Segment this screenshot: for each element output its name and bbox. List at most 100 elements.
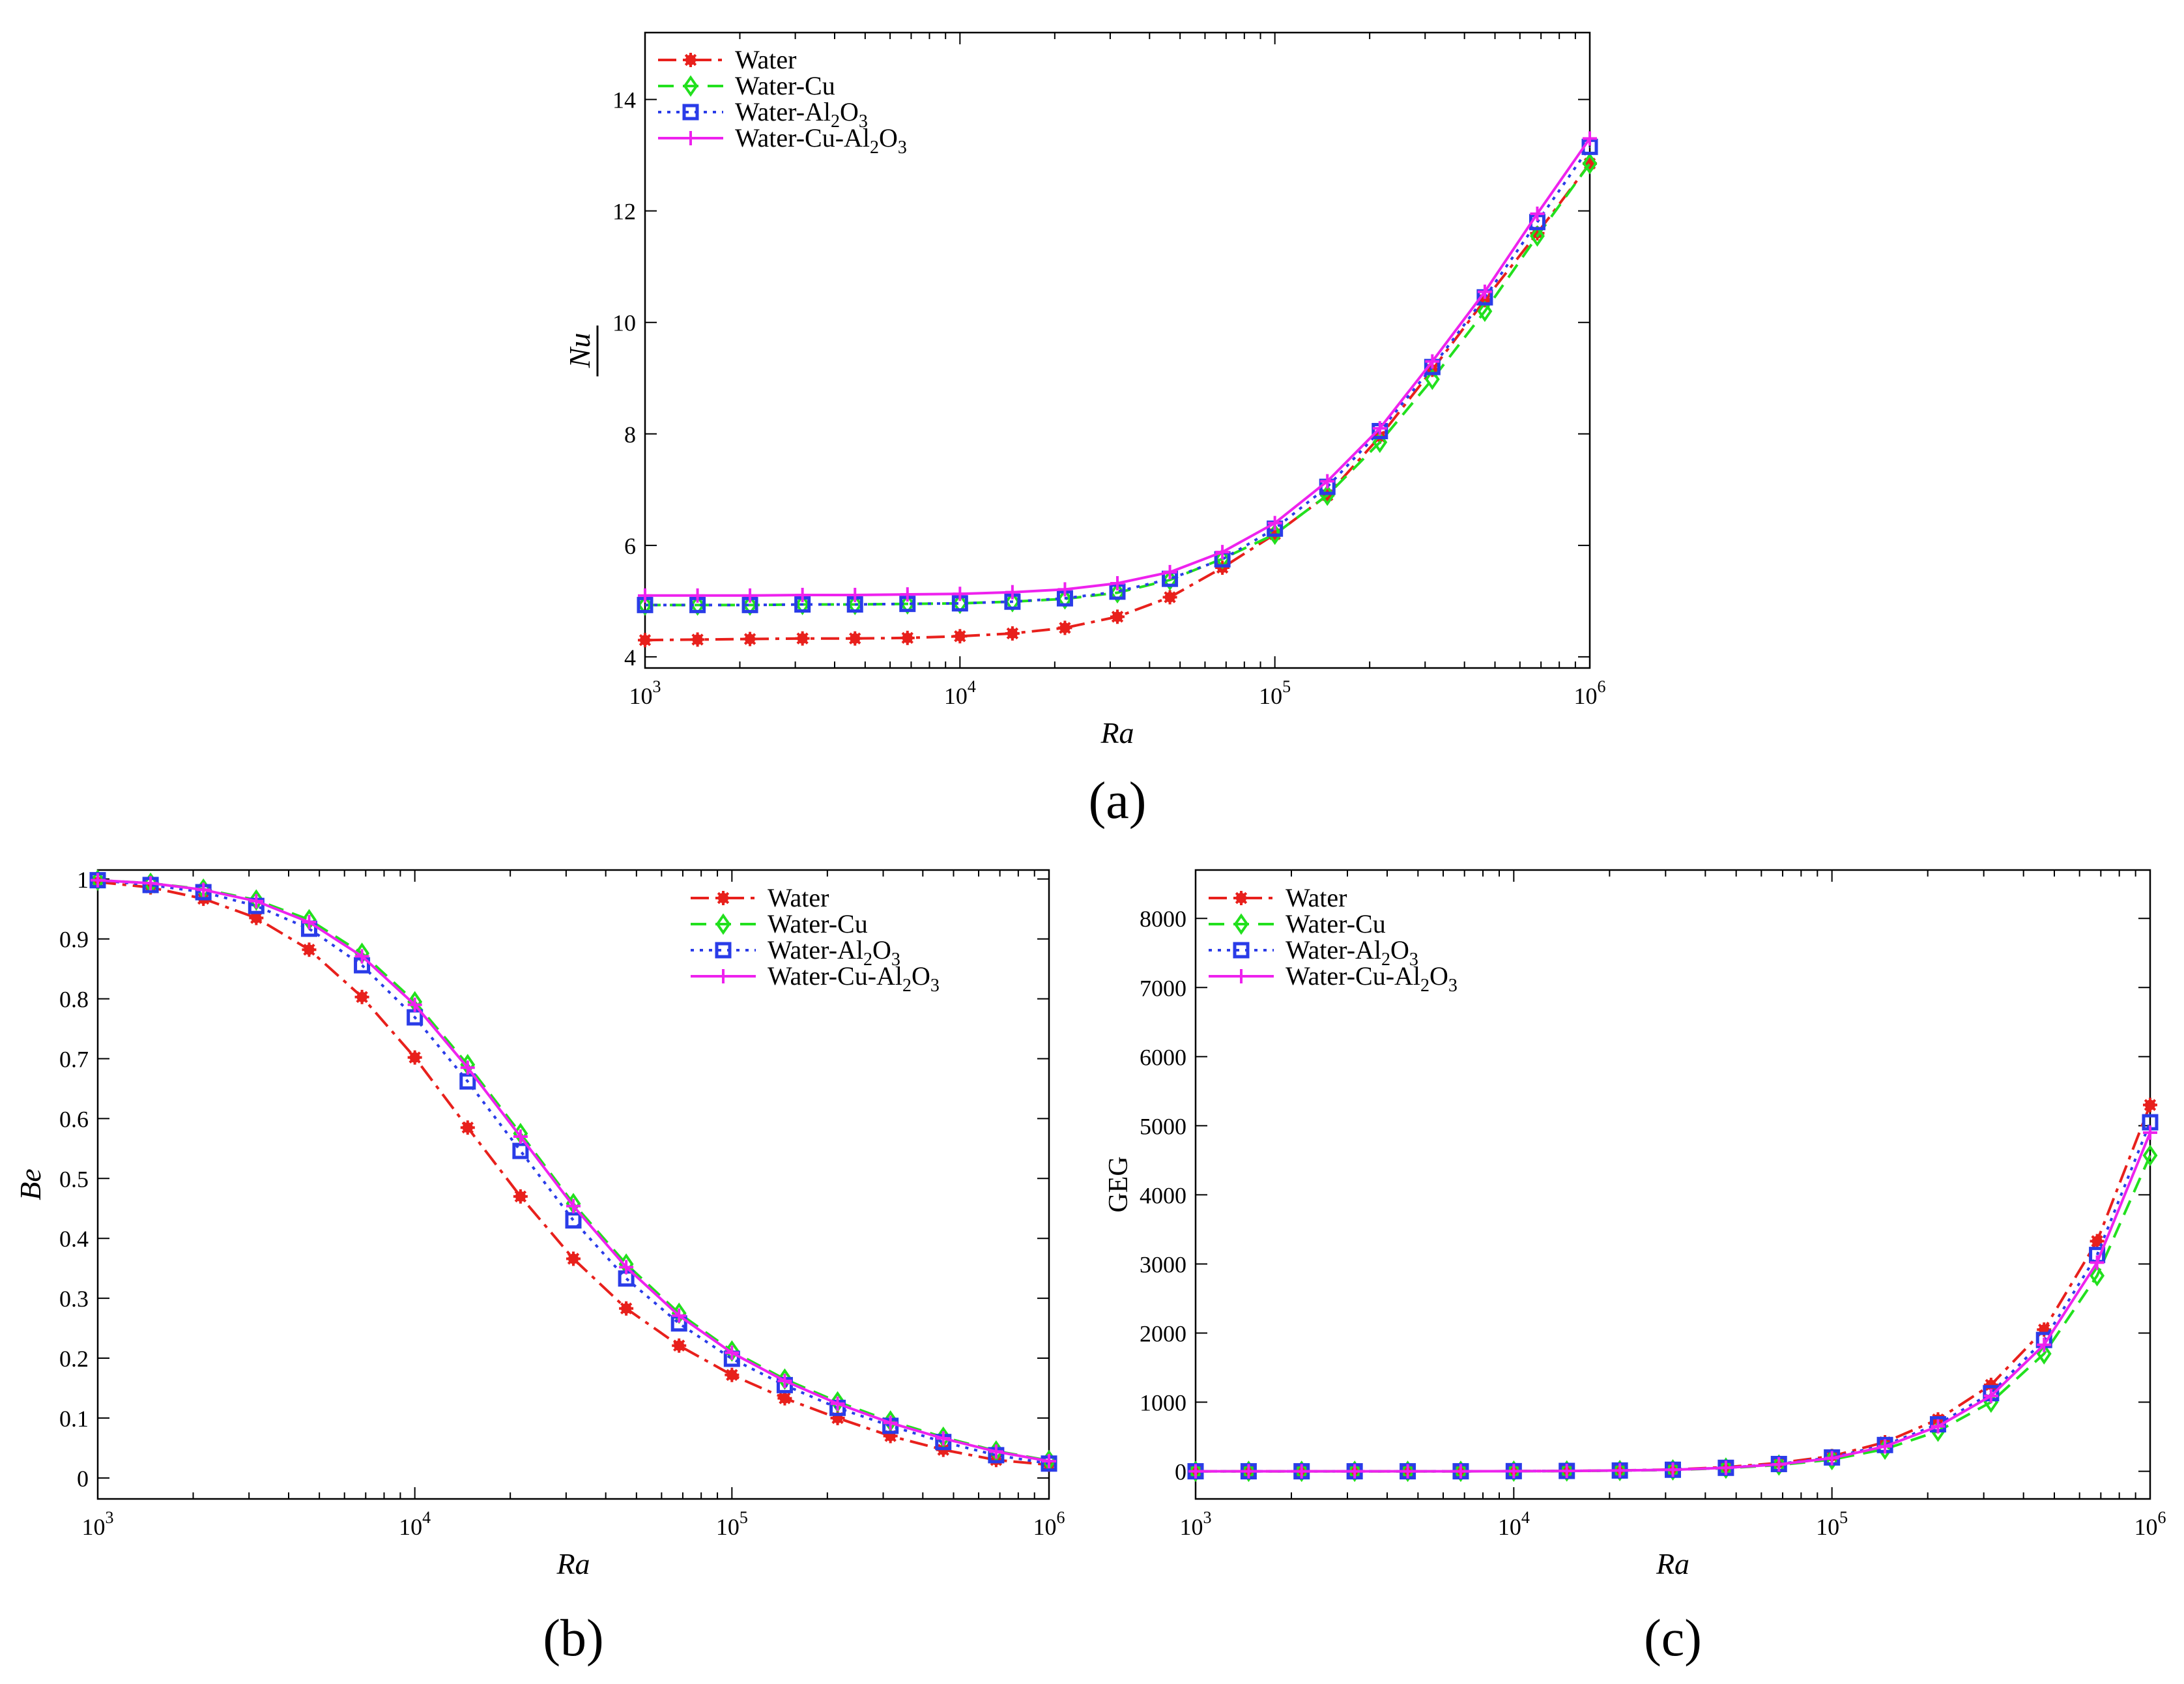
data-point-water-cu-al2o3: [1294, 1464, 1309, 1479]
legend-entry-label: Water: [768, 883, 829, 912]
x-tick-label: 106: [1033, 1508, 1065, 1540]
data-point-water-cu-al2o3: [1665, 1462, 1680, 1477]
data-point-water-cu: [1506, 1460, 1521, 1482]
chart-panel-b: 103 104 105 106 0 0.1 0.2 0.3 0.4 0.5 0.6 0.7 0.8 0.9…: [14, 867, 1065, 1667]
data-point-water-cu: [1718, 1457, 1734, 1479]
legend-marker: [682, 104, 699, 121]
series-line-water-cu-al2o3: [1196, 1132, 2151, 1473]
data-point-water-cu-al2o3: [1931, 1419, 1946, 1434]
legend-marker: [1234, 969, 1248, 983]
series-line-water: [644, 162, 1591, 642]
y-tick-label: 6000: [1140, 1044, 1186, 1070]
data-point-water-cu-al2o3: [953, 587, 968, 602]
y-tick-label: 12: [612, 199, 636, 225]
y-tick-label: 0: [1175, 1459, 1186, 1485]
y-tick-label: 0.3: [59, 1286, 89, 1312]
y-tick-label: 8: [624, 422, 636, 448]
x-tick-label: 103: [629, 677, 661, 709]
data-point-water: [953, 629, 968, 644]
data-point-water-cu-al2o3: [91, 873, 105, 888]
data-point-water-cu-al2o3: [743, 588, 758, 603]
data-point-water-cu-al2o3: [1530, 206, 1545, 221]
data-point-water-cu: [1612, 1460, 1628, 1482]
x-axis-label: Ra: [556, 1547, 590, 1580]
data-point-water-al2o3: [512, 1142, 529, 1159]
y-tick-label: 10: [612, 310, 636, 336]
data-point-water-cu: [1582, 152, 1598, 175]
data-point-water: [249, 910, 264, 925]
series-line-water-cu: [645, 162, 1591, 607]
data-point-water: [672, 1338, 687, 1353]
data-point-water-cu-al2o3: [1347, 1464, 1362, 1479]
legend-entry-label: Water-Cu-Al2O3: [1286, 961, 1458, 996]
data-point-water-cu-al2o3: [1372, 421, 1387, 436]
data-point-water: [690, 632, 705, 647]
legend-marker: [715, 913, 731, 935]
data-point-water-cu-al2o3: [354, 949, 369, 964]
legend-marker: [683, 131, 698, 145]
data-point-water-cu-al2o3: [2143, 1125, 2157, 1140]
data-point-water-cu-al2o3: [196, 882, 211, 897]
data-point-water-cu-al2o3: [1583, 131, 1597, 146]
x-tick-label: 106: [1574, 677, 1606, 709]
y-tick-label: 0.4: [59, 1226, 89, 1252]
data-point-water: [638, 633, 652, 648]
x-tick-label: 104: [1498, 1508, 1530, 1540]
legend-marker: [1234, 891, 1248, 905]
y-tick-label: 6: [624, 533, 636, 559]
legend-entry-label: Water-Al2O3: [768, 935, 900, 970]
series-line-water-al2o3: [1196, 1122, 2151, 1473]
y-tick-label: 0.1: [59, 1406, 89, 1432]
data-point-water-cu: [742, 594, 758, 616]
data-point-water-cu-al2o3: [407, 997, 422, 1012]
data-point-water-cu: [1665, 1459, 1680, 1481]
data-point-water-cu-al2o3: [2090, 1255, 2105, 1270]
data-point-water-cu-al2o3: [1005, 585, 1020, 600]
plot-area-frame: [644, 31, 1591, 669]
x-tick-label: 105: [1259, 677, 1291, 709]
data-point-water: [743, 632, 758, 646]
y-tick-label: 14: [612, 87, 636, 113]
y-tick-label: 4: [624, 645, 636, 671]
data-point-water-cu: [637, 594, 653, 616]
y-tick-label: 0.8: [59, 987, 89, 1013]
data-point-water-cu: [1372, 431, 1388, 454]
x-tick-label: 103: [82, 1508, 114, 1540]
data-point-water: [619, 1301, 634, 1316]
data-point-water-cu-al2o3: [1453, 1464, 1468, 1479]
y-tick-label: 0.9: [59, 927, 89, 953]
legend-entry-label: Water-Cu-Al2O3: [735, 123, 907, 158]
data-point-water-al2o3: [459, 1073, 476, 1090]
data-point-water-cu-al2o3: [690, 588, 705, 603]
y-tick-label: 8000: [1140, 906, 1186, 932]
data-point-water: [354, 989, 369, 1004]
data-point-water-cu: [795, 593, 811, 616]
data-point-water-cu: [1400, 1460, 1416, 1483]
data-point-water-cu: [1057, 588, 1072, 610]
data-point-water-cu-al2o3: [777, 1373, 792, 1388]
data-point-water-cu-al2o3: [1425, 354, 1440, 369]
data-point-water-cu-al2o3: [1506, 1464, 1521, 1479]
legend-entry-label: Water-Cu-Al2O3: [768, 961, 940, 996]
data-point-water-cu: [2090, 1264, 2105, 1286]
data-point-water-cu-al2o3: [883, 1415, 898, 1430]
series-line-water-al2o3: [645, 146, 1591, 607]
y-tick-label: 0: [77, 1466, 89, 1492]
legend-entry-label: Water-Al2O3: [735, 97, 868, 132]
data-point-water: [2143, 1097, 2157, 1112]
data-point-water-cu-al2o3: [725, 1345, 740, 1360]
data-point-water-cu: [1530, 225, 1545, 247]
data-point-water-cu: [952, 592, 968, 615]
data-point-water-cu: [1477, 300, 1493, 323]
data-point-water: [460, 1120, 475, 1135]
y-tick-label: 0.5: [59, 1166, 89, 1192]
data-point-water-cu-al2o3: [619, 1260, 634, 1275]
data-point-water: [1110, 609, 1125, 624]
series-line-water: [97, 880, 1050, 1466]
data-point-water: [900, 630, 915, 645]
data-point-water-cu-al2o3: [830, 1396, 845, 1411]
legend-entry-label: Water-Al2O3: [1286, 935, 1418, 970]
